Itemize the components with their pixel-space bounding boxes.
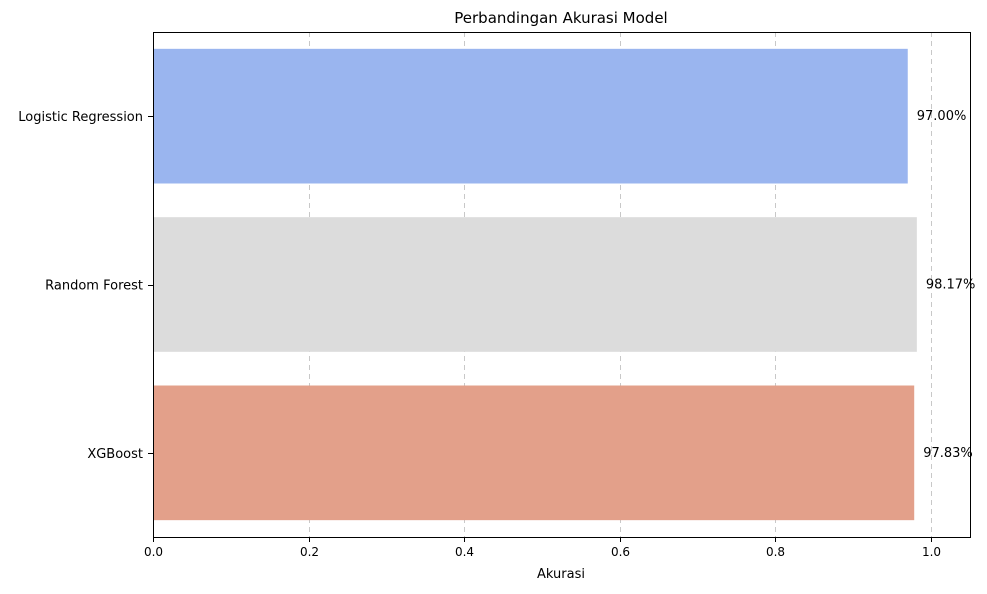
- y-tick-label: Random Forest: [45, 279, 143, 294]
- x-tick-label: 1.0: [922, 545, 941, 559]
- bar-value-label: 98.17%: [926, 278, 976, 293]
- x-tick-label: 0.4: [455, 545, 474, 559]
- x-tick-label: 0.0: [144, 545, 163, 559]
- x-tick-label: 0.6: [611, 545, 630, 559]
- bar-random-forest: [153, 217, 917, 352]
- bar-xgboost: [153, 385, 915, 521]
- bar-value-label: 97.83%: [923, 446, 973, 461]
- y-tick-label: Logistic Regression: [18, 110, 143, 125]
- plot-frame: [153, 32, 971, 538]
- y-axis-ticks: Logistic Regression Random Forest XGBoost: [18, 110, 153, 462]
- bar-logistic-regression: [153, 48, 908, 184]
- x-tick-label: 0.8: [766, 545, 785, 559]
- value-labels: 97.00% 98.17% 97.83%: [917, 109, 976, 461]
- x-tick-label: 0.2: [300, 545, 319, 559]
- x-axis-ticks: 0.0 0.2 0.4 0.6 0.8 1.0: [144, 537, 941, 559]
- bar-value-label: 97.00%: [917, 109, 967, 124]
- chart-title: Perbandingan Akurasi Model: [454, 9, 667, 27]
- y-tick-label: XGBoost: [87, 447, 143, 462]
- bars: [153, 48, 917, 521]
- x-axis-label: Akurasi: [537, 567, 585, 582]
